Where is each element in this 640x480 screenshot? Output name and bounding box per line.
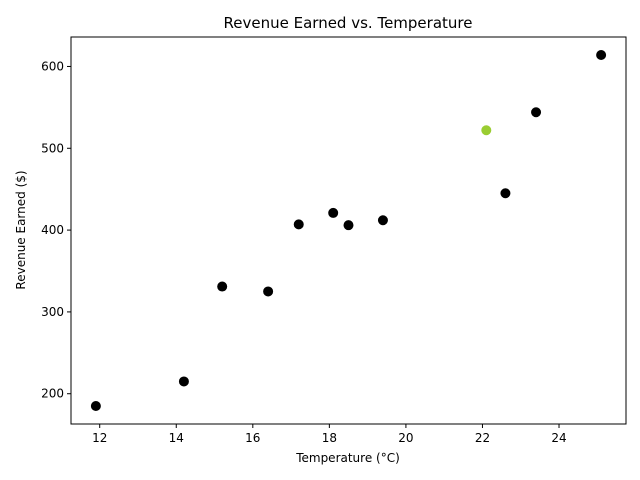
y-tick-label: 500 bbox=[41, 141, 64, 155]
plot-area: 12 14 16 18 20 22 24 200 300 400 500 600 bbox=[41, 36, 627, 445]
data-point bbox=[343, 220, 354, 231]
data-points bbox=[90, 50, 607, 411]
chart-title: Revenue Earned vs. Temperature bbox=[224, 14, 473, 32]
x-tick-label: 12 bbox=[92, 431, 107, 445]
data-point bbox=[596, 50, 607, 60]
x-tick-label: 22 bbox=[475, 431, 490, 445]
plot-frame bbox=[70, 36, 627, 425]
x-tick-label: 14 bbox=[169, 431, 184, 445]
data-point bbox=[90, 401, 101, 411]
data-point bbox=[263, 286, 274, 297]
x-tick-label: 18 bbox=[322, 431, 337, 445]
data-point bbox=[328, 207, 339, 218]
y-tick-label: 300 bbox=[41, 305, 64, 319]
y-axis-label: Revenue Earned ($) bbox=[14, 170, 28, 289]
data-point bbox=[293, 219, 304, 230]
y-tick-label: 600 bbox=[41, 59, 64, 73]
y-tick-label: 400 bbox=[41, 223, 64, 237]
x-axis: 12 14 16 18 20 22 24 bbox=[92, 424, 567, 445]
data-point bbox=[377, 215, 388, 226]
data-point bbox=[178, 376, 189, 387]
y-tick-label: 200 bbox=[41, 387, 64, 401]
data-point bbox=[217, 281, 228, 292]
x-axis-label: Temperature (°C) bbox=[295, 451, 400, 465]
y-axis: 200 300 400 500 600 bbox=[41, 59, 71, 401]
x-tick-label: 24 bbox=[551, 431, 566, 445]
x-tick-label: 16 bbox=[245, 431, 260, 445]
data-point bbox=[500, 188, 511, 199]
data-point bbox=[481, 125, 492, 136]
data-point bbox=[531, 107, 542, 118]
x-tick-label: 20 bbox=[398, 431, 413, 445]
